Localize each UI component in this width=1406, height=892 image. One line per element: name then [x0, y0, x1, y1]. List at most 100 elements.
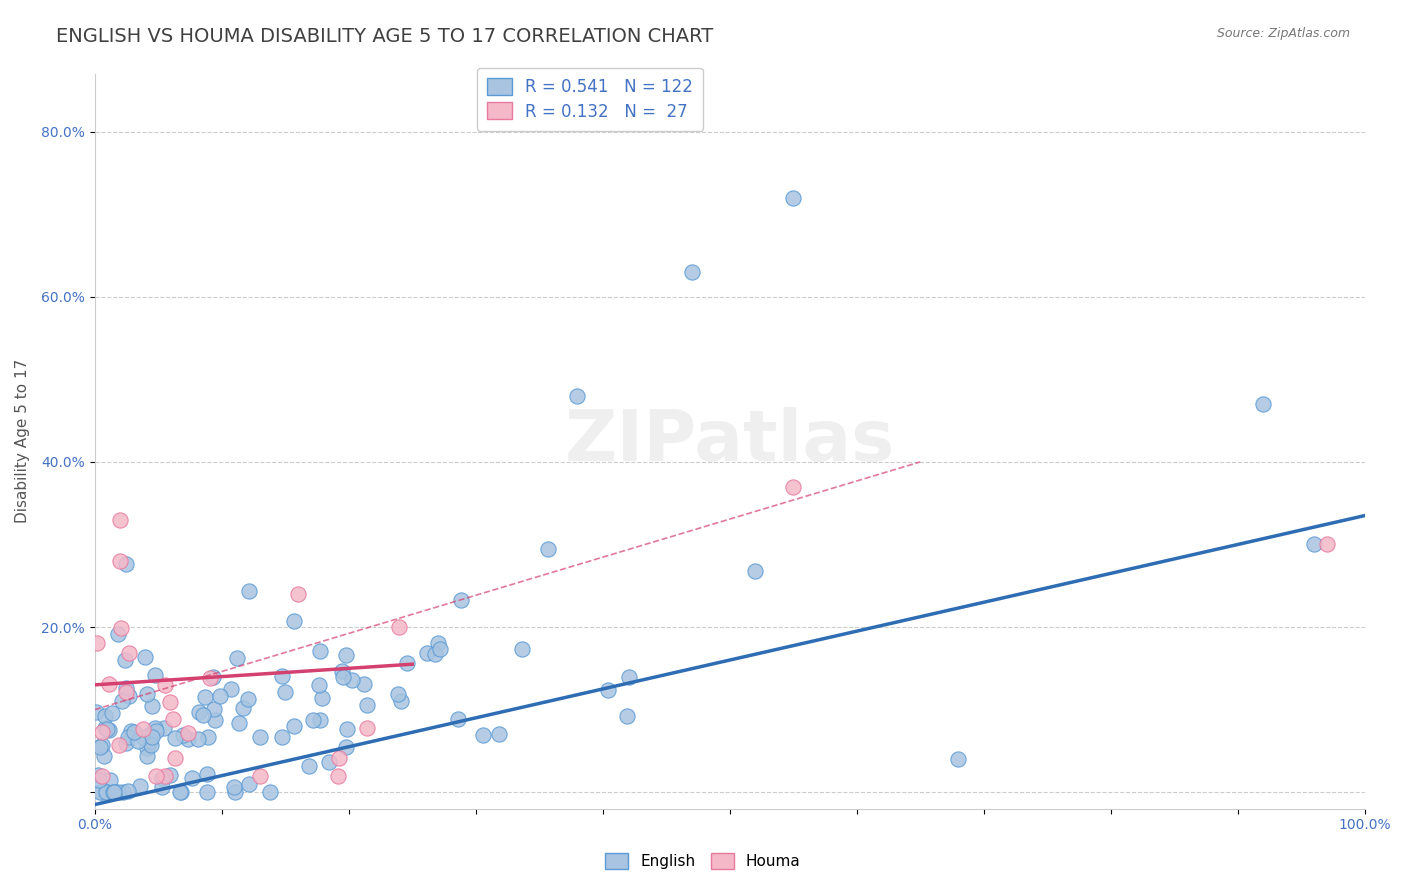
- Point: [141, 699, 163, 714]
- Point: [194, 690, 217, 705]
- Point: [308, 678, 330, 692]
- Point: [202, 701, 225, 715]
- Point: [141, 738, 163, 752]
- Point: [426, 636, 449, 650]
- Point: [89, 740, 111, 755]
- Point: [127, 734, 149, 748]
- Point: [103, 785, 125, 799]
- Point: [301, 713, 323, 727]
- Point: [510, 642, 533, 657]
- Point: [96, 785, 118, 799]
- Point: [115, 681, 138, 695]
- Point: [139, 727, 162, 741]
- Point: [335, 722, 357, 736]
- Point: [134, 649, 156, 664]
- Point: [387, 687, 409, 701]
- Point: [108, 554, 131, 568]
- Point: [153, 677, 176, 691]
- Point: [91, 725, 114, 739]
- Point: [176, 732, 198, 747]
- Point: [135, 687, 157, 701]
- Point: [115, 685, 138, 699]
- Point: [93, 709, 115, 723]
- Point: [132, 730, 155, 744]
- Text: ENGLISH VS HOUMA DISABILITY AGE 5 TO 17 CORRELATION CHART: ENGLISH VS HOUMA DISABILITY AGE 5 TO 17 …: [56, 27, 713, 45]
- Point: [110, 694, 132, 708]
- Point: [187, 705, 209, 719]
- Point: [450, 593, 472, 607]
- Point: [139, 734, 162, 748]
- Point: [238, 584, 260, 599]
- Point: [335, 740, 357, 755]
- Point: [318, 756, 340, 770]
- Text: Source: ZipAtlas.com: Source: ZipAtlas.com: [1216, 27, 1350, 40]
- Point: [222, 780, 245, 795]
- Point: [103, 785, 125, 799]
- Point: [308, 713, 330, 727]
- Point: [204, 714, 226, 728]
- Point: [283, 719, 305, 733]
- Point: [616, 709, 638, 723]
- Point: [143, 722, 166, 736]
- Point: [90, 738, 112, 752]
- Point: [472, 728, 495, 742]
- Point: [1316, 537, 1339, 551]
- Point: [159, 768, 181, 782]
- Point: [108, 513, 131, 527]
- Point: [201, 670, 224, 684]
- Point: [143, 667, 166, 681]
- Point: [197, 730, 219, 744]
- Point: [162, 712, 184, 726]
- Point: [311, 691, 333, 706]
- Point: [429, 641, 451, 656]
- Point: [388, 620, 411, 634]
- Point: [96, 722, 118, 736]
- Point: [228, 716, 250, 731]
- Point: [110, 621, 132, 635]
- Point: [249, 730, 271, 744]
- Point: [270, 669, 292, 683]
- Point: [96, 785, 118, 799]
- Point: [328, 769, 350, 783]
- Point: [98, 677, 121, 691]
- Point: [112, 785, 135, 799]
- Point: [103, 785, 125, 799]
- Point: [271, 730, 294, 744]
- Point: [107, 785, 129, 799]
- Point: [356, 722, 378, 736]
- Point: [389, 693, 412, 707]
- Point: [209, 689, 232, 703]
- Point: [617, 670, 640, 684]
- Point: [118, 646, 141, 660]
- Point: [537, 542, 560, 557]
- Point: [221, 682, 243, 697]
- Text: ZIPatlas: ZIPatlas: [565, 407, 894, 475]
- Point: [232, 701, 254, 715]
- Point: [136, 749, 159, 764]
- Point: [150, 771, 173, 785]
- Point: [84, 705, 107, 719]
- Point: [416, 646, 439, 660]
- Point: [101, 706, 124, 721]
- Point: [396, 656, 419, 670]
- Point: [259, 785, 281, 799]
- Point: [153, 722, 176, 736]
- Point: [169, 785, 191, 799]
- Point: [165, 731, 187, 745]
- Point: [782, 191, 804, 205]
- Point: [356, 698, 378, 712]
- Point: [330, 664, 353, 678]
- Point: [159, 695, 181, 709]
- Point: [115, 558, 138, 572]
- Point: [744, 564, 766, 578]
- Point: [172, 728, 194, 742]
- Point: [150, 780, 173, 794]
- Point: [423, 647, 446, 661]
- Point: [283, 615, 305, 629]
- Point: [117, 730, 139, 744]
- Point: [298, 758, 321, 772]
- Point: [129, 780, 152, 794]
- Point: [108, 738, 131, 752]
- Point: [488, 727, 510, 741]
- Point: [86, 636, 108, 650]
